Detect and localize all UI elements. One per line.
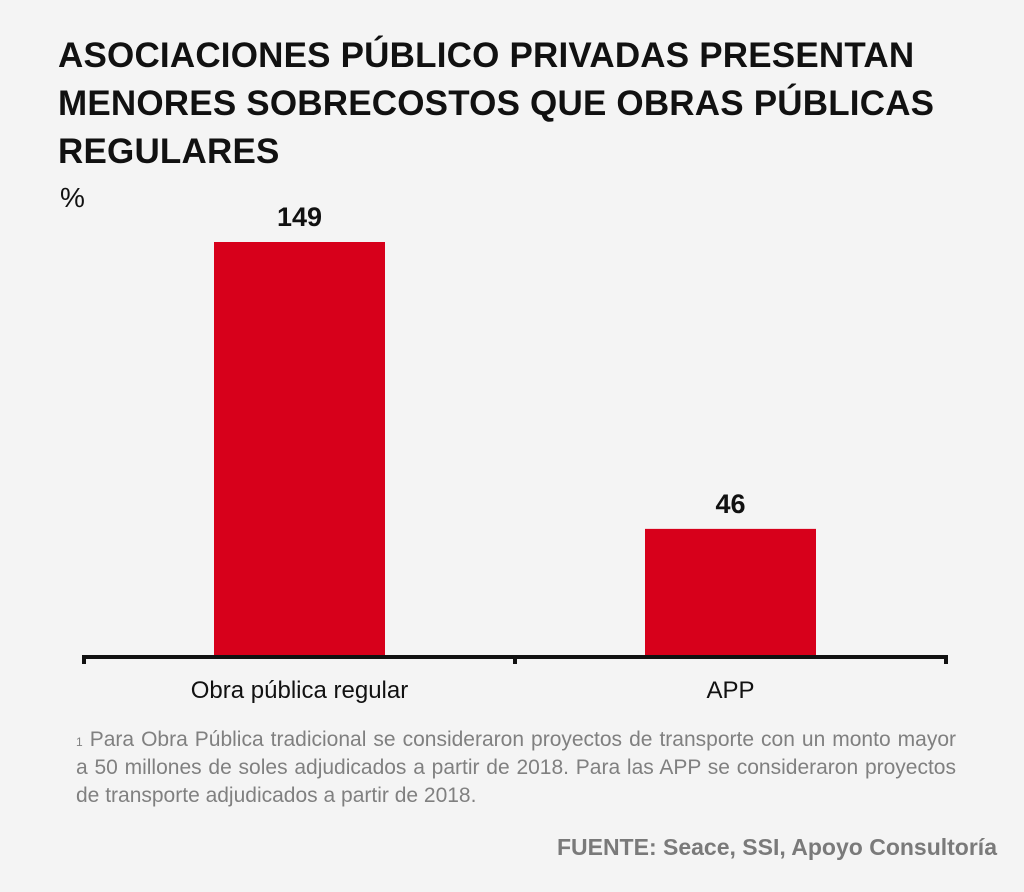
data-label: 149 xyxy=(277,202,322,232)
x-tick-label: Obra pública regular xyxy=(191,677,408,704)
source-credit: FUENTE: Seace, SSI, Apoyo Consultoría xyxy=(556,834,997,860)
footnote-marker: 1 xyxy=(76,735,83,749)
footnote-text: Para Obra Pública tradicional se conside… xyxy=(76,728,956,807)
x-tick-label: APP xyxy=(706,677,754,704)
data-label: 46 xyxy=(715,489,745,519)
bar xyxy=(214,242,385,657)
bar xyxy=(645,528,816,657)
y-axis-unit-label: % xyxy=(60,182,85,213)
chart-title: ASOCIACIONES PÚBLICO PRIVADAS PRESENTAN … xyxy=(58,36,935,171)
footnote: 1 Para Obra Pública tradicional se consi… xyxy=(76,726,956,810)
